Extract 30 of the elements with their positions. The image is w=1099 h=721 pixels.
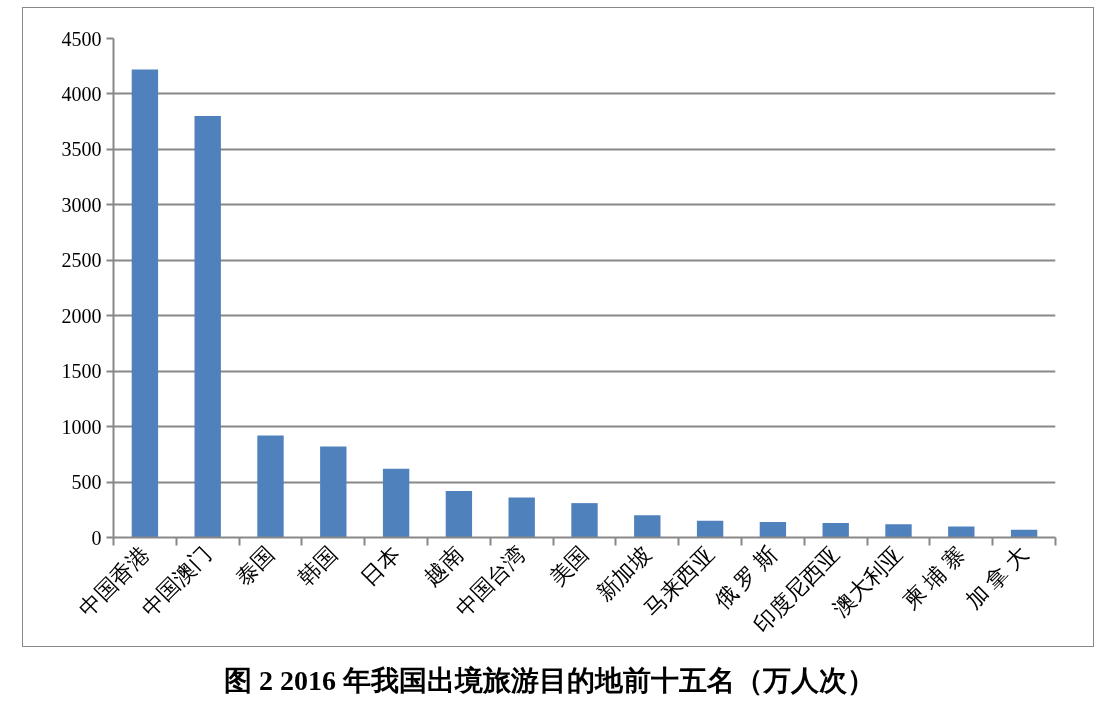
y-tick-label: 1000	[61, 415, 102, 438]
bar	[696, 520, 724, 538]
bar	[948, 526, 975, 538]
text: 图 2 2016 年我国出境旅游目的地前十五名（万人次）	[224, 664, 875, 698]
x-tick-label: 美国	[544, 541, 594, 591]
y-tick-label: 4000	[61, 82, 102, 105]
bar	[822, 523, 849, 538]
x-tick-label: 越南	[418, 541, 468, 591]
y-tick-label: 3500	[61, 138, 102, 161]
bar	[885, 524, 912, 538]
bar	[445, 490, 473, 538]
x-tick-label: 泰国	[230, 541, 280, 591]
y-tick-label: 2500	[61, 249, 102, 272]
y-tick-label: 2000	[61, 304, 102, 327]
bar	[320, 446, 347, 538]
x-tick-label: 韩国	[293, 541, 343, 591]
bar	[257, 435, 284, 538]
bar	[571, 503, 598, 538]
bar	[634, 515, 661, 538]
bar	[508, 497, 535, 538]
bar	[194, 116, 221, 538]
y-tick-label: 500	[71, 471, 102, 494]
y-tick-label: 4500	[61, 27, 102, 50]
y-tick-label: 1500	[61, 360, 102, 383]
bar	[759, 521, 787, 538]
bar	[131, 69, 159, 538]
bar	[382, 468, 410, 538]
y-tick-label: 3000	[61, 193, 102, 216]
y-tick-label: 0	[91, 526, 102, 549]
x-tick-label: 日本	[356, 541, 405, 591]
